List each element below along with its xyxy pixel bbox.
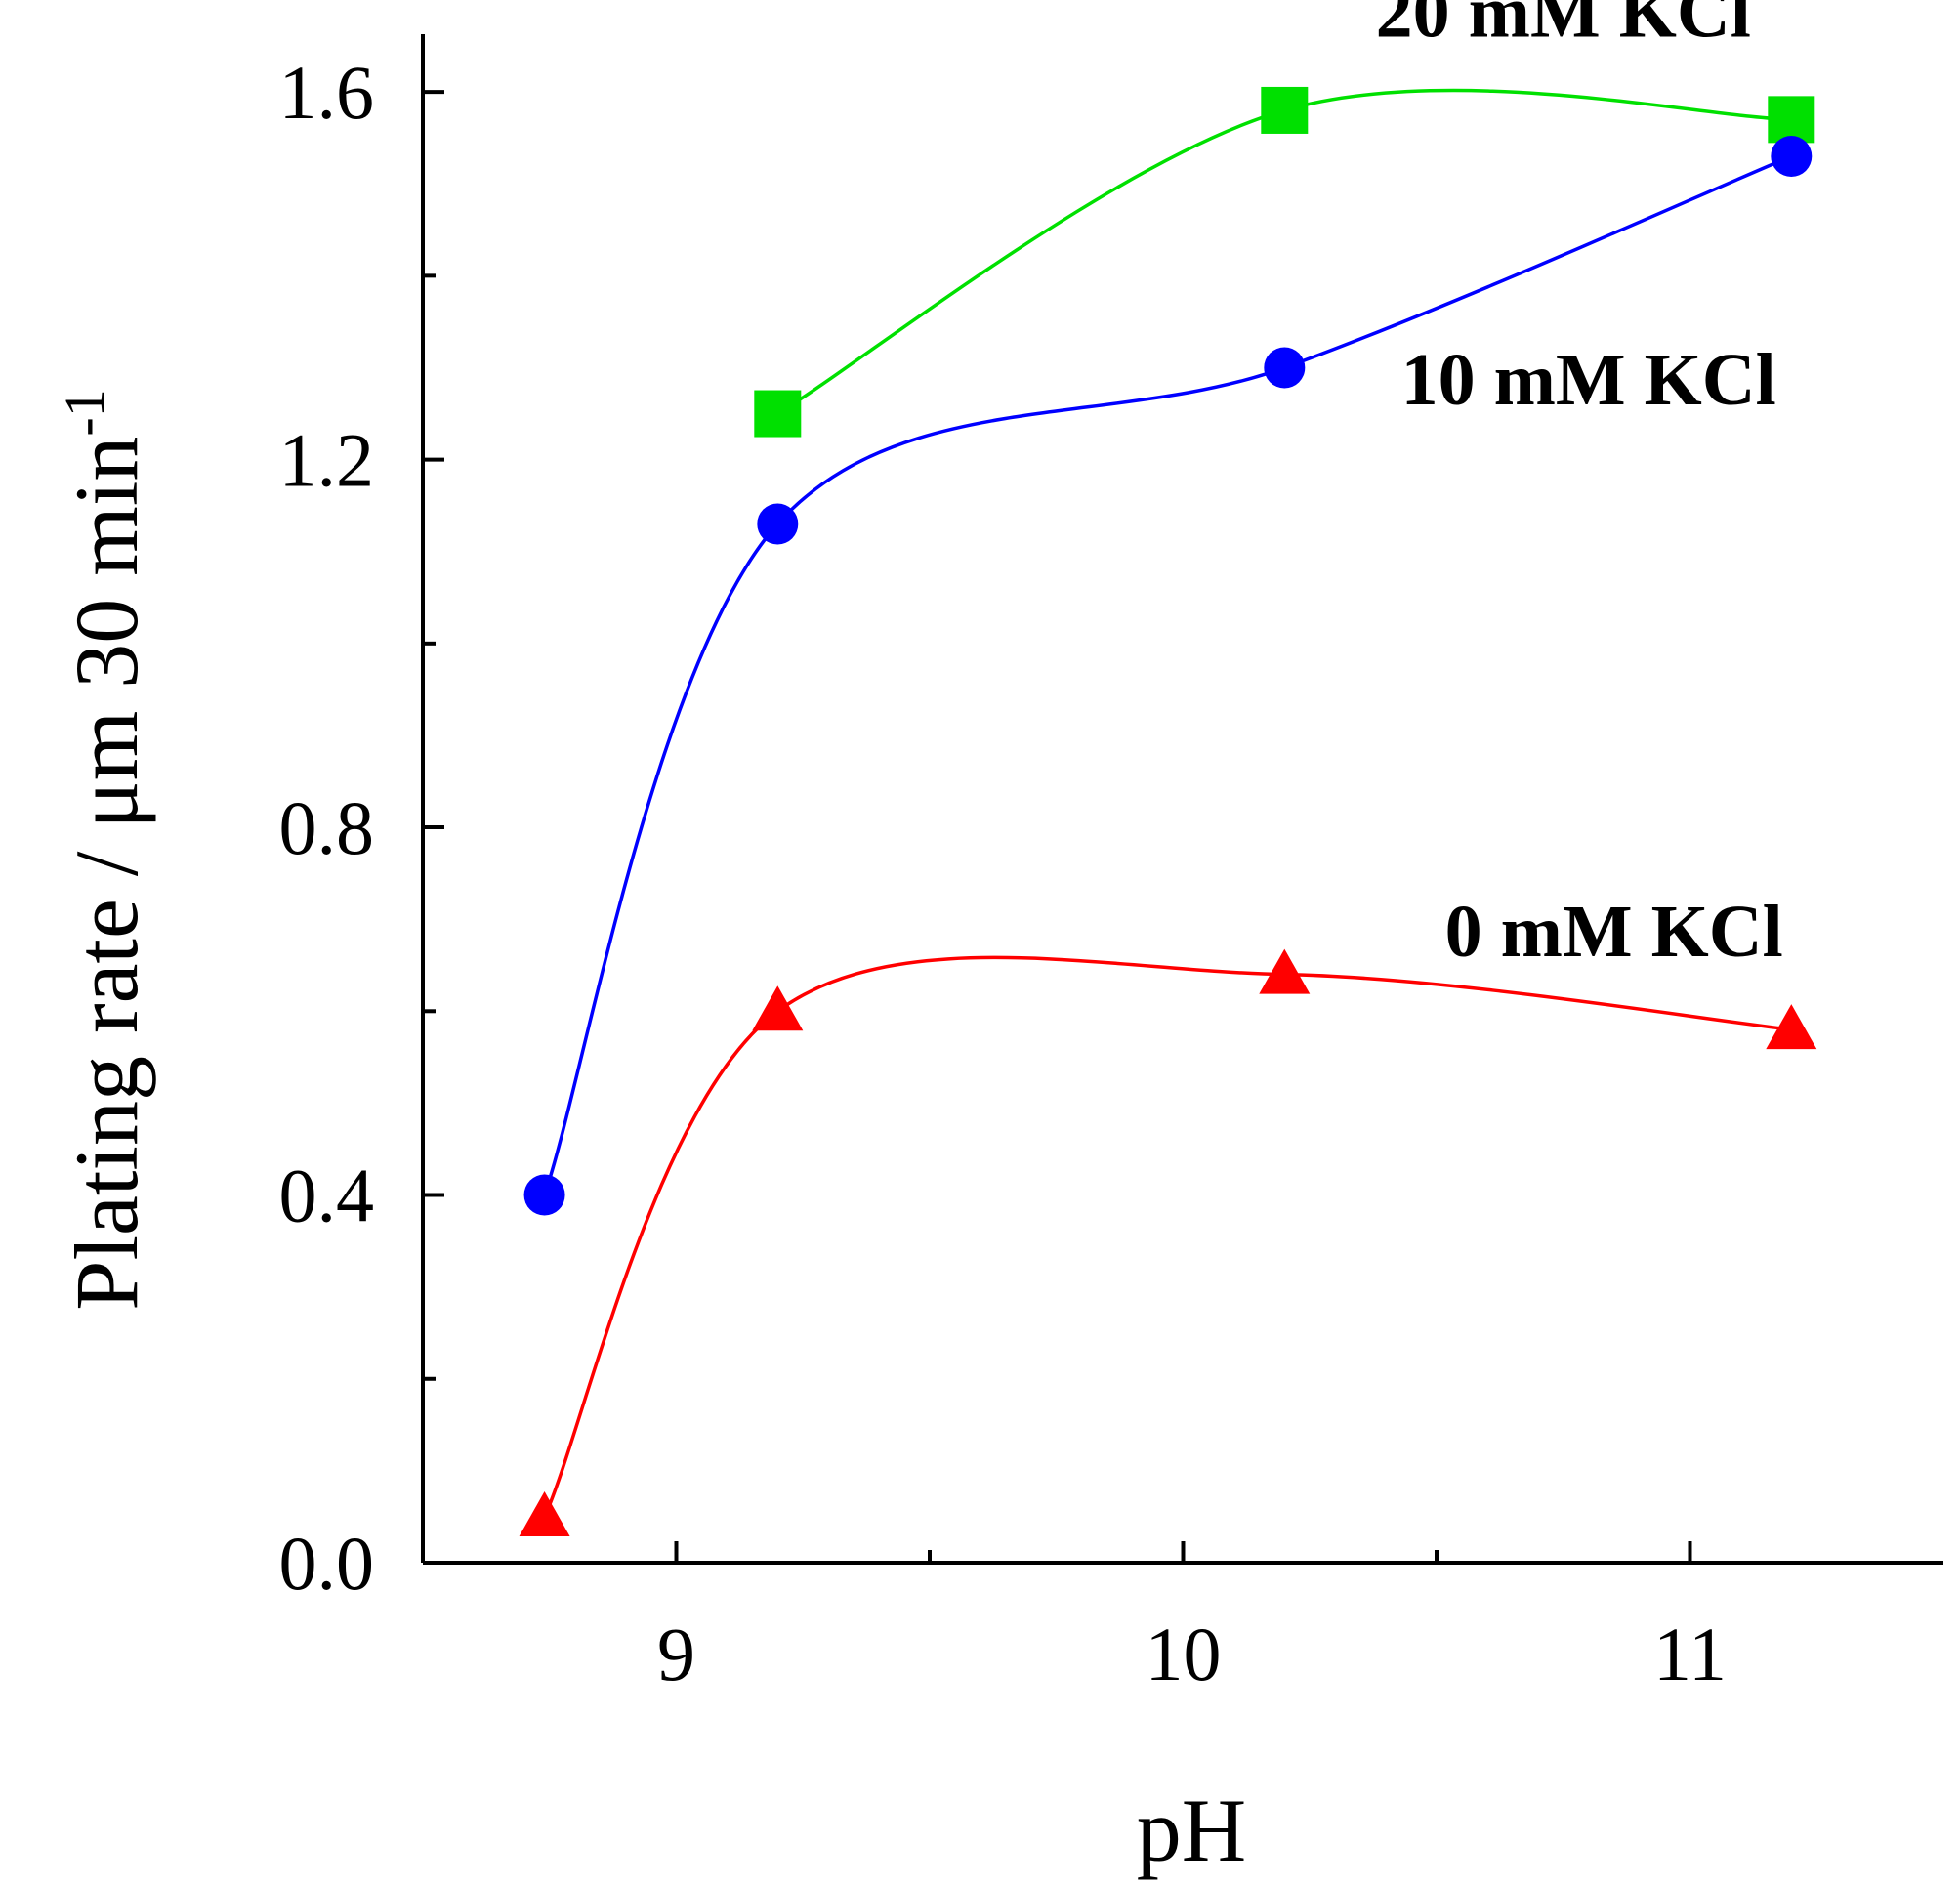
series-label-0-mm-kcl: 0 mM KCl: [1445, 891, 1783, 973]
data-point-10-mm-kcl: [523, 1174, 565, 1216]
y-ticks: 0.0 0.4 0.8 1.2 1.6: [279, 50, 444, 1606]
data-point-20-mm-kcl: [1261, 86, 1309, 134]
y-axis-title: Plating rate / μm 30 min-1: [53, 389, 156, 1310]
data-point-20-mm-kcl: [754, 390, 802, 438]
y-tick-label: 1.2: [279, 418, 375, 503]
series-line-0-mm-kcl: [542, 955, 1792, 1518]
series-label-20-mm-kcl: 20 mM KCl: [1376, 0, 1751, 54]
x-ticks: 9 10 11: [657, 1541, 1727, 1697]
x-tick-label: 11: [1653, 1612, 1727, 1697]
x-axis-title: pH: [1137, 1781, 1246, 1880]
plot-area: 0.0 0.4 0.8 1.2 1.6 9 10 11 20 mM KCl 10 mM KCl…: [279, 0, 1943, 1697]
y-tick-label: 0.8: [279, 785, 375, 870]
data-point-0-mm-kcl: [1259, 948, 1311, 994]
y-tick-label: 0.0: [279, 1521, 375, 1606]
data-point-0-mm-kcl: [1766, 1004, 1817, 1050]
series-labels: 20 mM KCl 10 mM KCl 0 mM KCl: [1376, 0, 1783, 973]
data-point-0-mm-kcl: [519, 1490, 570, 1536]
data-point-20-mm-kcl: [1768, 96, 1815, 144]
x-tick-label: 10: [1146, 1612, 1222, 1697]
y-tick-label: 0.4: [279, 1153, 375, 1238]
x-tick-label: 9: [657, 1612, 695, 1697]
data-point-10-mm-kcl: [757, 503, 799, 545]
series-layer: [519, 86, 1817, 1536]
series-label-10-mm-kcl: 10 mM KCl: [1401, 339, 1776, 421]
y-axis-title-main: Plating rate / μm 30 min: [57, 437, 156, 1311]
data-point-10-mm-kcl: [1771, 136, 1813, 177]
y-tick-label: 1.6: [279, 50, 375, 135]
y-axis-title-superscript: -1: [53, 389, 116, 436]
series-line-10-mm-kcl: [542, 154, 1792, 1196]
data-point-10-mm-kcl: [1264, 347, 1306, 389]
data-point-0-mm-kcl: [752, 985, 804, 1031]
